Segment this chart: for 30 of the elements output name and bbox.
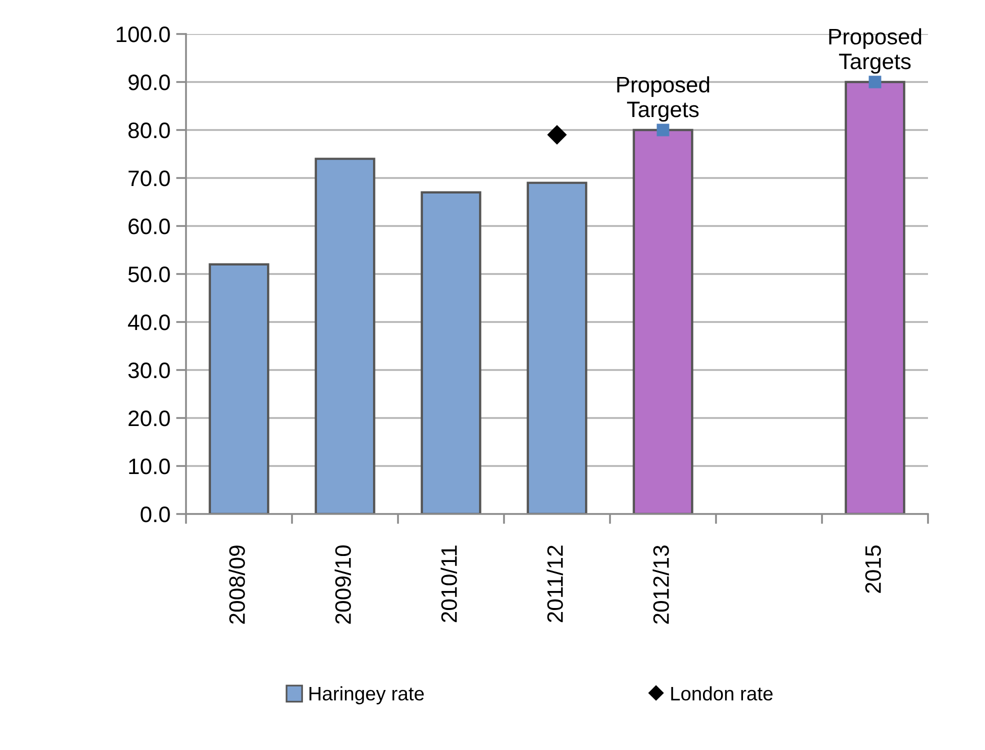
bar bbox=[526, 182, 588, 514]
bar bbox=[420, 191, 482, 514]
y-tick-label: 80.0 bbox=[128, 122, 170, 138]
annotation: Proposed Targets bbox=[829, 28, 922, 74]
y-tick-label: 40.0 bbox=[128, 314, 170, 330]
x-tick-label: 2011/12 bbox=[546, 546, 563, 622]
bar bbox=[844, 80, 906, 514]
bar bbox=[314, 158, 376, 514]
y-tick-label: 100.0 bbox=[116, 26, 170, 42]
legend-label: London rate bbox=[671, 686, 773, 701]
y-tick-label: 20.0 bbox=[128, 410, 170, 426]
x-tick-label: 2010/11 bbox=[440, 546, 457, 622]
y-tick-label: 10.0 bbox=[129, 458, 170, 474]
bar bbox=[632, 128, 694, 514]
legend-label: Haringey rate bbox=[310, 686, 424, 704]
point bbox=[656, 124, 670, 136]
y-tick-label: 90.0 bbox=[128, 74, 170, 90]
annotation: Proposed Targets bbox=[617, 76, 710, 122]
x-tick-label: 2012/13 bbox=[652, 546, 669, 624]
point bbox=[868, 76, 882, 88]
y-tick-label: 70.0 bbox=[128, 170, 170, 186]
point bbox=[547, 124, 567, 145]
y-tick-label: 30.0 bbox=[128, 362, 170, 378]
x-tick-label: 2009/10 bbox=[334, 545, 351, 624]
bar bbox=[208, 263, 270, 514]
x-tick-label: 2015 bbox=[865, 545, 881, 593]
y-tick-label: 60.0 bbox=[128, 218, 170, 234]
y-tick-label: 50.0 bbox=[128, 266, 170, 282]
x-tick-label: 2008/09 bbox=[228, 546, 245, 624]
y-tick-label: 0.0 bbox=[140, 506, 170, 522]
